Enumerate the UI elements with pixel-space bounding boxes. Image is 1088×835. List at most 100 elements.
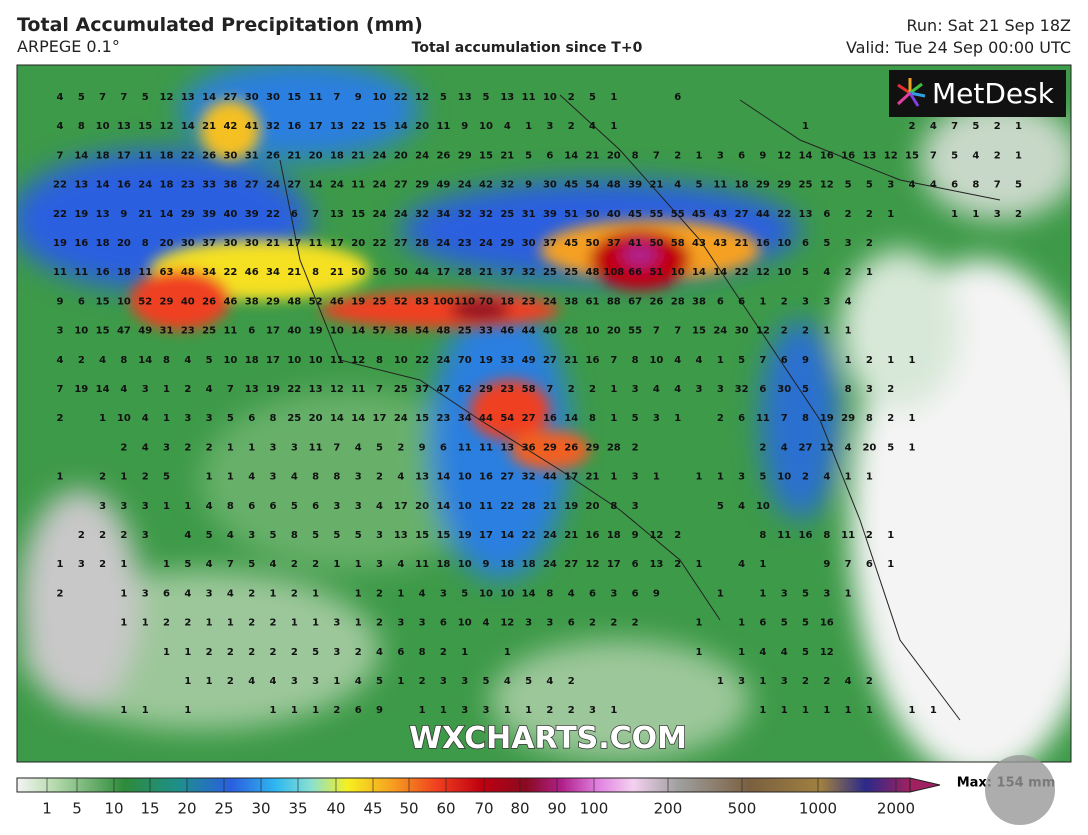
map-value: 27 — [223, 92, 237, 103]
map-value: 12 — [820, 180, 834, 191]
map-value: 19 — [74, 384, 88, 395]
map-value: 1 — [610, 92, 617, 103]
map-value: 1 — [610, 472, 617, 483]
map-value: 29 — [586, 442, 600, 453]
map-value: 36 — [522, 442, 536, 453]
map-value: 9 — [653, 588, 660, 599]
map-value: 2 — [845, 209, 852, 220]
colorbar-label: 5 — [72, 800, 82, 818]
map-value: 2 — [887, 384, 894, 395]
map-value: 1 — [696, 647, 703, 658]
map-value: 5 — [142, 92, 149, 103]
map-value: 15 — [287, 92, 301, 103]
map-value: 2 — [994, 150, 1001, 161]
map-value: 14 — [436, 472, 450, 483]
map-value: 83 — [415, 296, 429, 307]
map-value: 29 — [543, 442, 557, 453]
map-value: 3 — [184, 413, 191, 424]
map-value: 9 — [461, 121, 468, 132]
map-value: 48 — [586, 267, 600, 278]
map-value: 45 — [564, 238, 578, 249]
map-value: 7 — [994, 180, 1001, 191]
map-value: 14 — [713, 267, 727, 278]
map-value: 21 — [500, 150, 514, 161]
map-value: 11 — [223, 326, 237, 337]
map-value: 28 — [671, 296, 685, 307]
map-value: 3 — [397, 618, 404, 629]
map-value: 4 — [823, 472, 830, 483]
map-value: 42 — [479, 180, 493, 191]
map-value: 2 — [568, 676, 575, 687]
map-value: 4 — [270, 676, 277, 687]
map-value: 2 — [248, 647, 255, 658]
map-value: 16 — [74, 238, 88, 249]
map-value: 14 — [799, 150, 813, 161]
map-value: 25 — [394, 384, 408, 395]
map-value: 29 — [756, 180, 770, 191]
map-value: 12 — [330, 384, 344, 395]
map-value: 15 — [436, 530, 450, 541]
map-value: 49 — [138, 326, 152, 337]
map-value: 4 — [653, 384, 660, 395]
map-value: 8 — [632, 355, 639, 366]
map-value: 4 — [355, 442, 362, 453]
map-value: 2 — [376, 472, 383, 483]
map-value: 2 — [227, 647, 234, 658]
map-value: 7 — [227, 384, 234, 395]
map-value: 22 — [394, 92, 408, 103]
map-value: 110 — [454, 296, 475, 307]
map-value: 2 — [546, 705, 553, 716]
map-value: 2 — [866, 676, 873, 687]
map-value: 1 — [525, 121, 532, 132]
map-value: 8 — [546, 588, 553, 599]
map-value: 46 — [223, 296, 237, 307]
map-value: 1 — [525, 705, 532, 716]
colorbar-label: 1 — [42, 800, 52, 818]
map-value: 16 — [841, 150, 855, 161]
map-value: 3 — [120, 501, 127, 512]
map-value: 8 — [227, 501, 234, 512]
map-value: 14 — [309, 180, 323, 191]
map-value: 24 — [458, 180, 472, 191]
map-value: 4 — [419, 588, 426, 599]
map-value: 12 — [586, 559, 600, 570]
map-value: 7 — [653, 150, 660, 161]
map-value: 2 — [823, 676, 830, 687]
map-value: 4 — [57, 121, 64, 132]
map-value: 1 — [163, 647, 170, 658]
map-value: 17 — [373, 413, 387, 424]
map-value: 46 — [500, 326, 514, 337]
map-value: 45 — [628, 209, 642, 220]
map-value: 10 — [586, 326, 600, 337]
map-value: 1 — [312, 618, 319, 629]
map-value: 10 — [500, 588, 514, 599]
map-value: 49 — [522, 355, 536, 366]
map-value: 4 — [248, 676, 255, 687]
map-value: 3 — [994, 209, 1001, 220]
map-value: 4 — [227, 588, 234, 599]
map-value: 3 — [653, 413, 660, 424]
colorbar-label: 200 — [654, 800, 683, 818]
map-value: 17 — [330, 238, 344, 249]
map-value: 2 — [589, 384, 596, 395]
map-value: 20 — [160, 238, 174, 249]
map-value: 24 — [713, 326, 727, 337]
map-value: 3 — [142, 501, 149, 512]
map-value: 2 — [568, 384, 575, 395]
map-value: 43 — [713, 209, 727, 220]
map-value: 17 — [266, 326, 280, 337]
map-value: 2 — [568, 92, 575, 103]
map-value: 32 — [479, 209, 493, 220]
map-value: 1 — [887, 209, 894, 220]
map-value: 38 — [245, 296, 259, 307]
map-value: 3 — [142, 384, 149, 395]
map-value: 1 — [887, 530, 894, 541]
map-value: 48 — [287, 296, 301, 307]
map-value: 1 — [972, 209, 979, 220]
map-value: 6 — [823, 209, 830, 220]
map-value: 50 — [351, 267, 365, 278]
map-value: 5 — [802, 384, 809, 395]
map-value: 16 — [820, 150, 834, 161]
map-value: 7 — [312, 209, 319, 220]
map-value: 1 — [610, 121, 617, 132]
